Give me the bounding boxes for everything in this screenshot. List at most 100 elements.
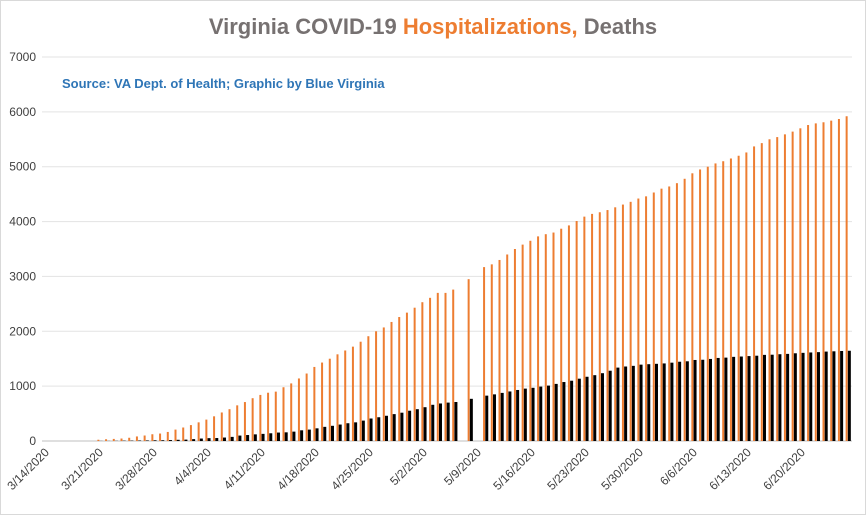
bar <box>577 378 581 441</box>
bar <box>276 432 280 441</box>
bar <box>359 341 362 441</box>
bar <box>330 425 334 441</box>
y-tick-label: 3000 <box>9 269 36 283</box>
bar <box>112 438 115 441</box>
y-tick-label: 0 <box>29 434 36 448</box>
bar <box>446 402 450 441</box>
bar <box>537 236 540 441</box>
bar <box>840 350 844 441</box>
bar <box>639 364 643 441</box>
annotation: Source: VA Dept. of Health; Graphic by B… <box>62 76 385 91</box>
bar <box>660 188 663 441</box>
bar <box>344 350 347 441</box>
bar <box>454 401 458 441</box>
bar <box>415 409 419 441</box>
bar <box>354 422 358 441</box>
bar <box>768 139 771 442</box>
bar <box>246 435 250 441</box>
bar <box>253 434 257 441</box>
bar <box>290 383 293 441</box>
y-tick-label: 7000 <box>9 50 36 64</box>
bar <box>143 435 146 441</box>
bar <box>809 352 813 441</box>
bar <box>631 365 635 441</box>
bar <box>693 359 697 441</box>
bar <box>562 382 566 441</box>
y-tick-label: 4000 <box>9 215 36 229</box>
bar <box>745 152 748 442</box>
y-tick-label: 1000 <box>9 379 36 393</box>
bar <box>554 383 558 441</box>
bar <box>708 358 712 441</box>
bar <box>305 373 308 441</box>
bar <box>621 204 624 441</box>
bar <box>483 267 486 441</box>
bar <box>222 437 226 441</box>
bar <box>321 362 324 441</box>
bar <box>654 363 658 441</box>
bar <box>400 412 404 441</box>
bar <box>598 212 601 441</box>
bar <box>261 433 265 441</box>
bar <box>814 123 817 442</box>
bar <box>778 354 782 441</box>
bar <box>184 439 188 441</box>
bar <box>753 146 756 441</box>
bar <box>523 388 527 441</box>
bar <box>215 438 219 441</box>
bar <box>498 259 501 441</box>
bar <box>105 439 108 441</box>
bar <box>307 429 311 441</box>
bar <box>807 125 810 441</box>
bar <box>786 353 790 441</box>
bar <box>801 352 805 441</box>
bar <box>220 412 223 441</box>
bar <box>608 370 612 441</box>
bar <box>606 210 609 441</box>
bar <box>284 432 288 441</box>
bar <box>722 161 725 441</box>
bar <box>847 350 851 441</box>
bar <box>832 351 836 441</box>
bar <box>755 355 759 441</box>
bar <box>176 439 180 441</box>
bar <box>228 409 231 441</box>
bar <box>516 389 520 441</box>
bar <box>724 357 728 441</box>
bar <box>685 361 689 441</box>
bar <box>583 216 586 441</box>
bar <box>691 173 694 441</box>
bar <box>436 292 439 441</box>
bar <box>699 169 702 441</box>
bar <box>161 440 165 441</box>
bar <box>384 415 388 441</box>
bar <box>614 207 617 441</box>
bar <box>336 354 339 441</box>
bar <box>616 367 620 441</box>
bar <box>508 391 512 441</box>
bar <box>145 440 149 441</box>
bar <box>799 128 802 442</box>
bar <box>438 403 442 441</box>
bar <box>706 166 709 441</box>
title-part: Deaths <box>584 14 657 39</box>
bar <box>251 398 254 441</box>
bar <box>120 438 123 441</box>
bar <box>546 385 550 441</box>
bar <box>732 356 736 441</box>
bar <box>469 398 473 441</box>
y-tick-label: 2000 <box>9 324 36 338</box>
bar <box>238 435 242 441</box>
bar <box>230 436 234 441</box>
title-part: Hospitalizations, <box>403 14 578 39</box>
bar <box>783 134 786 441</box>
bar <box>259 394 262 441</box>
bar <box>153 440 157 441</box>
bar <box>670 362 674 441</box>
bar <box>544 234 547 441</box>
bar <box>452 289 455 441</box>
bar <box>791 131 794 441</box>
bar <box>182 427 185 441</box>
bar <box>282 387 285 441</box>
y-tick-label: 5000 <box>9 160 36 174</box>
